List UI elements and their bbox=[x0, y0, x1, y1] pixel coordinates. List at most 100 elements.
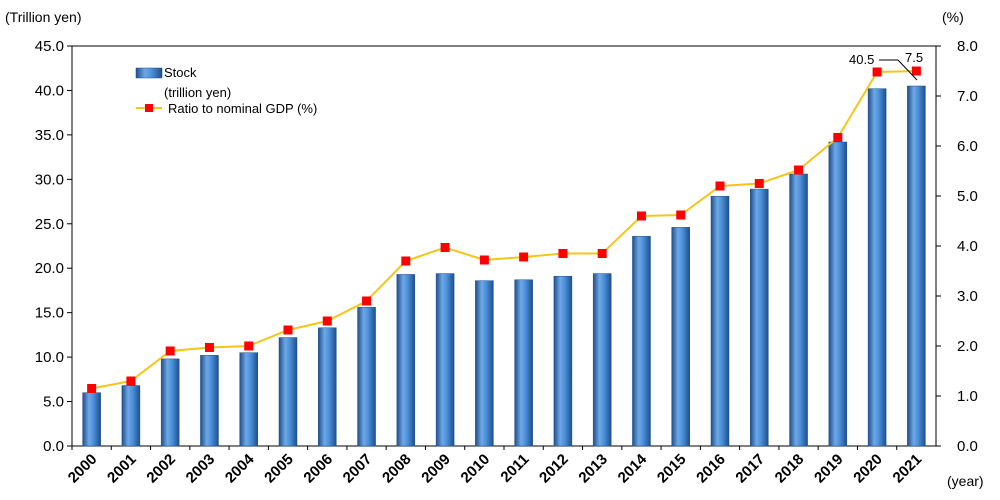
legend-stock-label: Stock bbox=[164, 65, 197, 80]
gdp-ratio-marker bbox=[401, 256, 411, 266]
x-axis-unit-label: (year) bbox=[947, 473, 984, 489]
legend-stock-sublabel: (trillion yen) bbox=[164, 85, 231, 100]
x-tick-label: 2009 bbox=[418, 451, 454, 487]
stock-bars bbox=[82, 85, 926, 447]
annotation-stock-leader-diag bbox=[897, 59, 918, 81]
gdp-ratio-line bbox=[91, 70, 917, 390]
x-tick-label: 2010 bbox=[458, 451, 494, 487]
x-tick-label: 2001 bbox=[104, 451, 140, 487]
stock-bar bbox=[514, 279, 533, 447]
gdp-ratio-marker bbox=[715, 181, 725, 191]
gdp-ratio-marker bbox=[440, 243, 450, 252]
stock-bar bbox=[671, 227, 690, 447]
stock-bar bbox=[200, 355, 219, 447]
gdp-ratio-marker bbox=[676, 210, 686, 220]
x-tick-label: 2017 bbox=[732, 451, 768, 487]
x-tick-label: 2016 bbox=[693, 451, 729, 487]
stock-bar bbox=[789, 173, 808, 447]
gdp-ratio-marker bbox=[362, 296, 372, 306]
annotation-ratio-2021: 7.5 bbox=[905, 50, 923, 65]
gdp-ratio-marker bbox=[833, 133, 843, 142]
gdp-ratio-marker bbox=[519, 252, 529, 262]
stock-bar bbox=[318, 327, 337, 447]
left-tick-label: 10.0 bbox=[35, 349, 64, 366]
right-axis-unit-label: (%) bbox=[942, 9, 964, 25]
x-tick-label: 2005 bbox=[261, 451, 297, 487]
stock-bar bbox=[82, 392, 101, 447]
left-tick-label: 20.0 bbox=[35, 260, 64, 277]
right-tick-label: 4.0 bbox=[957, 238, 978, 255]
right-tick-label: 3.0 bbox=[957, 288, 978, 305]
gdp-ratio-marker bbox=[204, 343, 214, 352]
annotation-stock-2021: 40.5 bbox=[849, 52, 874, 67]
left-tick-label: 40.0 bbox=[35, 82, 64, 99]
stock-bar bbox=[435, 273, 455, 447]
x-tick-label: 2000 bbox=[65, 451, 101, 487]
stock-bar bbox=[710, 195, 730, 447]
stock-bar bbox=[121, 385, 141, 447]
left-axis-ticks: 0.0 5.0 10.0 15.0 20.0 25.0 30.0 35.0 40.0 45.0 bbox=[35, 38, 72, 455]
gdp-ratio-marker bbox=[872, 67, 882, 77]
gdp-ratio-marker bbox=[244, 341, 254, 351]
x-tick-label: 2012 bbox=[536, 451, 572, 487]
x-tick-label: 2021 bbox=[890, 451, 926, 487]
stock-bar bbox=[553, 275, 573, 447]
left-tick-label: 0.0 bbox=[43, 438, 64, 455]
x-tick-label: 2007 bbox=[340, 451, 376, 487]
legend-bar-swatch bbox=[135, 67, 163, 79]
gdp-ratio-marker bbox=[479, 255, 489, 265]
stock-bar bbox=[750, 188, 769, 447]
stock-bar bbox=[592, 273, 612, 447]
stock-bar bbox=[239, 352, 258, 447]
right-tick-label: 6.0 bbox=[957, 138, 978, 155]
gdp-ratio-marker bbox=[558, 249, 568, 258]
gdp-ratio-marker bbox=[597, 249, 607, 258]
stock-bar bbox=[828, 141, 848, 447]
stock-bar bbox=[278, 337, 298, 447]
x-tick-label: 2018 bbox=[772, 451, 808, 487]
x-tick-label: 2019 bbox=[811, 451, 847, 487]
left-axis-unit-label: (Trillion yen) bbox=[5, 9, 82, 25]
left-tick-label: 5.0 bbox=[43, 394, 64, 411]
gdp-ratio-marker bbox=[283, 325, 293, 335]
legend-marker-swatch bbox=[145, 104, 153, 112]
legend: Stock (trillion yen) Ratio to nominal GD… bbox=[135, 65, 317, 116]
legend-ratio-label: Ratio to nominal GDP (%) bbox=[168, 101, 317, 116]
x-tick-label: 2013 bbox=[575, 451, 611, 487]
stock-bar bbox=[396, 274, 416, 447]
right-tick-label: 2.0 bbox=[957, 338, 978, 355]
gdp-ratio-marker bbox=[165, 346, 175, 356]
x-tick-label: 2015 bbox=[654, 451, 690, 487]
left-tick-label: 25.0 bbox=[35, 216, 64, 233]
x-tick-label: 2020 bbox=[850, 451, 886, 487]
x-tick-label: 2008 bbox=[379, 451, 415, 487]
gdp-ratio-marker bbox=[636, 211, 646, 221]
x-tick-label: 2006 bbox=[300, 451, 336, 487]
stock-bar bbox=[475, 280, 494, 447]
x-tick-label: 2011 bbox=[497, 451, 532, 486]
stock-bar bbox=[357, 307, 376, 447]
right-axis-ticks: 0.0 1.0 2.0 3.0 4.0 5.0 6.0 7.0 8.0 bbox=[936, 38, 978, 455]
stock-bar bbox=[867, 88, 887, 447]
gdp-ratio-marker bbox=[911, 66, 921, 76]
x-tick-label: 2002 bbox=[143, 451, 179, 487]
left-tick-label: 15.0 bbox=[35, 305, 64, 322]
left-tick-label: 45.0 bbox=[35, 38, 64, 55]
gdp-ratio-marker bbox=[794, 165, 804, 175]
right-tick-label: 7.0 bbox=[957, 88, 978, 105]
right-tick-label: 5.0 bbox=[957, 188, 978, 205]
gdp-ratio-marker bbox=[87, 384, 97, 393]
x-axis-ticks: 2000 2001 2002 2003 2004 2005 2006 2007 2008 2009… bbox=[65, 446, 925, 486]
right-tick-label: 1.0 bbox=[957, 388, 978, 405]
gdp-ratio-marker bbox=[322, 316, 332, 326]
x-tick-label: 2014 bbox=[615, 450, 651, 486]
right-tick-label: 0.0 bbox=[957, 438, 978, 455]
left-tick-label: 35.0 bbox=[35, 127, 64, 144]
right-tick-label: 8.0 bbox=[957, 38, 978, 55]
stock-bar bbox=[632, 235, 651, 447]
stock-bar bbox=[160, 358, 180, 447]
left-tick-label: 30.0 bbox=[35, 171, 64, 188]
x-tick-label: 2004 bbox=[222, 450, 258, 486]
stock-bar bbox=[907, 85, 926, 447]
